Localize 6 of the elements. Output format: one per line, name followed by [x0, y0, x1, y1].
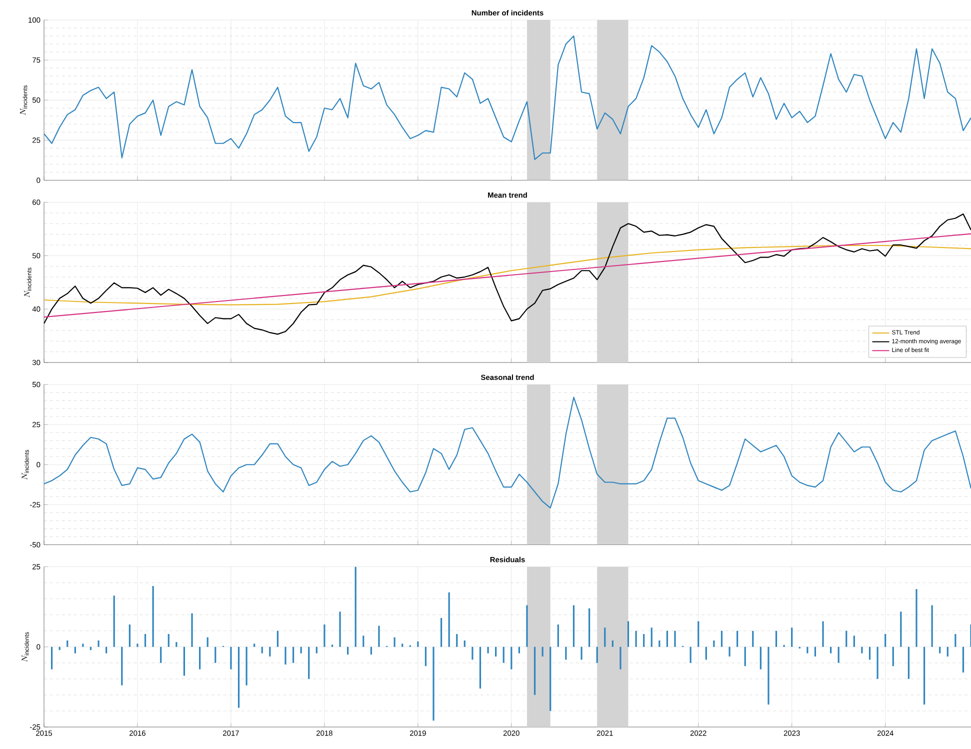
line-series — [44, 213, 971, 335]
line-series — [44, 244, 971, 306]
y-axis-title: $N_{\mathrm{incidents}}$ — [24, 268, 32, 298]
y-axis-title: $N_{\mathrm{incidents}}$ — [22, 632, 29, 662]
y-axis-title: $N_{\mathrm{incidents}}$ — [22, 450, 29, 480]
y-axis-title: $N_{\mathrm{incidents}}$ — [20, 85, 28, 116]
